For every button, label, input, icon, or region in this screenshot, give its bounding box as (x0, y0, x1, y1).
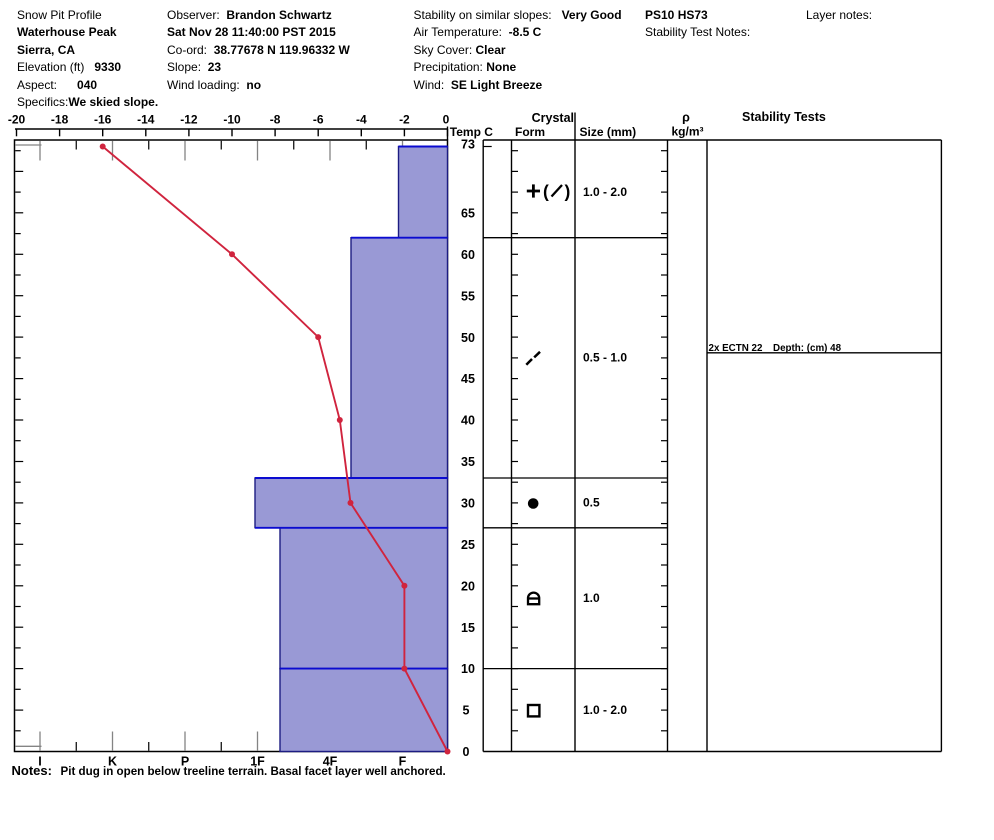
svg-text:-4: -4 (356, 113, 367, 127)
svg-text:-20: -20 (8, 113, 26, 127)
svg-text:65: 65 (461, 206, 475, 220)
svg-text:-14: -14 (137, 113, 155, 127)
svg-text:20: 20 (461, 579, 475, 593)
svg-text:4F: 4F (323, 755, 338, 769)
svg-text:-6: -6 (313, 113, 324, 127)
svg-text:1.0 - 2.0: 1.0 - 2.0 (583, 185, 627, 199)
svg-text:Form: Form (515, 125, 545, 139)
svg-text:Stability Tests: Stability Tests (742, 110, 826, 124)
svg-text:0: 0 (463, 745, 470, 759)
svg-text:2x ECTN 22: 2x ECTN 22 (709, 343, 763, 354)
svg-text:1.0: 1.0 (583, 591, 600, 605)
svg-text:kg/m³: kg/m³ (671, 125, 703, 139)
svg-text:73: 73 (461, 138, 475, 152)
svg-text:P: P (181, 755, 189, 769)
svg-text:25: 25 (461, 538, 475, 552)
svg-text:30: 30 (461, 497, 475, 511)
svg-text:(: ( (543, 182, 549, 202)
svg-text:0: 0 (443, 113, 450, 127)
svg-text:10: 10 (461, 662, 475, 676)
svg-text:15: 15 (461, 621, 475, 635)
svg-text:): ) (565, 182, 571, 202)
svg-text:5: 5 (463, 704, 470, 718)
svg-text:F: F (399, 755, 407, 769)
svg-text:-10: -10 (223, 113, 241, 127)
svg-text:-16: -16 (94, 113, 112, 127)
svg-text:35: 35 (461, 455, 475, 469)
svg-text:I: I (38, 755, 41, 769)
svg-text:0.5: 0.5 (583, 496, 600, 510)
svg-text:60: 60 (461, 248, 475, 262)
svg-text:-8: -8 (270, 113, 281, 127)
svg-text:Depth: (cm) 48: Depth: (cm) 48 (773, 343, 842, 354)
svg-text:50: 50 (461, 331, 475, 345)
svg-text:55: 55 (461, 289, 475, 303)
svg-text:-12: -12 (180, 113, 198, 127)
svg-text:45: 45 (461, 372, 475, 386)
svg-text:0.5 - 1.0: 0.5 - 1.0 (583, 351, 627, 365)
svg-text:40: 40 (461, 414, 475, 428)
svg-text:ρ: ρ (682, 111, 690, 125)
svg-text:Size (mm): Size (mm) (580, 125, 637, 139)
svg-text:Crystal: Crystal (532, 111, 574, 125)
svg-text:-2: -2 (399, 113, 410, 127)
svg-text:1F: 1F (250, 755, 265, 769)
svg-text:-18: -18 (51, 113, 69, 127)
svg-text:K: K (108, 755, 117, 769)
svg-text:1.0 - 2.0: 1.0 - 2.0 (583, 703, 627, 717)
svg-text:Temp C: Temp C (450, 125, 493, 139)
